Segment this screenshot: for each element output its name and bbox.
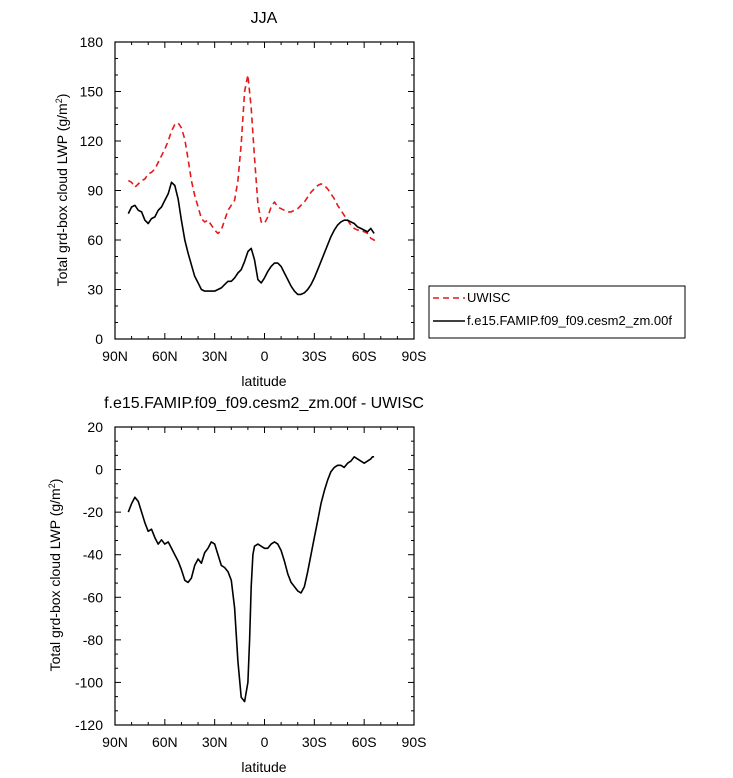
bottom-ytick-label: 0 xyxy=(95,462,103,478)
bottom-ylabel-main: Total grd-box cloud LWP xyxy=(47,520,63,671)
bottom-plot-axes: 90N 60N 30N 0 30S 60S 90S -120 -100 -80 -60 -40 -20 0… xyxy=(75,419,426,750)
legend: UWISC f.e15.FAMIP.f09_f09.cesm2_zm.00f xyxy=(428,285,686,339)
bottom-xtick-label: 30N xyxy=(202,734,228,750)
bottom-ytick-label: -60 xyxy=(83,589,103,605)
top-plot-curves xyxy=(127,74,377,296)
top-xtick-label: 60S xyxy=(352,348,377,364)
bottom-ytick-label: -40 xyxy=(83,547,103,563)
bottom-ylabel: Total grd-box cloud LWP (g/m2) xyxy=(47,479,63,672)
bottom-xtick-label: 60S xyxy=(352,734,377,750)
top-ylabel-units-close: ) xyxy=(54,94,70,99)
top-xtick-label: 30S xyxy=(302,348,327,364)
top-xtick-label: 30N xyxy=(202,348,228,364)
top-xlabel: latitude xyxy=(241,373,286,389)
legend-box xyxy=(428,285,686,339)
top-ytick-label: 150 xyxy=(80,84,104,100)
bottom-ylabel-units-sup: 2 xyxy=(47,483,57,488)
bottom-ylabel-units-close: ) xyxy=(47,479,63,484)
top-ytick-label: 180 xyxy=(80,34,104,50)
top-ylabel: Total grd-box cloud LWP (g/m2) xyxy=(54,94,70,287)
top-plot-frame xyxy=(114,41,415,340)
bottom-ylabel-units: (g/m xyxy=(47,488,63,516)
bottom-ytick-label: -120 xyxy=(75,717,103,733)
bottom-xtick-label: 90N xyxy=(102,734,128,750)
panel-bottom: f.e15.FAMIP.f09_f09.cesm2_zm.00f - UWISC… xyxy=(47,395,426,775)
top-plot-axes: 90N 60N 30N 0 30S 60S 90S 0 30 60 90 120 150 180 xyxy=(80,34,427,364)
top-ytick-label: 90 xyxy=(87,183,103,199)
legend-label-cesm2: f.e15.FAMIP.f09_f09.cesm2_zm.00f xyxy=(467,313,672,328)
bottom-xlabel: latitude xyxy=(241,759,286,775)
bottom-xtick-label: 60N xyxy=(152,734,178,750)
top-xtick-label: 0 xyxy=(261,348,269,364)
top-ylabel-units: (g/m xyxy=(54,103,70,131)
top-xtick-label: 60N xyxy=(152,348,178,364)
top-ytick-label: 60 xyxy=(87,232,103,248)
panel-top: JJA 90N 60N 30N 0 30S 60S 90S0306090120150180 … xyxy=(54,10,426,389)
bottom-series-line-0 xyxy=(127,455,375,703)
top-ytick-label: 0 xyxy=(95,331,103,347)
top-xtick-label: 90N xyxy=(102,348,128,364)
top-ytick-label: 30 xyxy=(87,282,103,298)
bottom-xtick-label: 0 xyxy=(261,734,269,750)
top-ytick-label: 120 xyxy=(80,133,104,149)
top-xtick-label: 90S xyxy=(402,348,427,364)
top-ylabel-main: Total grd-box cloud LWP xyxy=(54,135,70,286)
panel-title-bottom: f.e15.FAMIP.f09_f09.cesm2_zm.00f - UWISC xyxy=(104,395,424,412)
top-series-line-1 xyxy=(127,181,375,296)
bottom-plot-frame xyxy=(114,426,415,726)
panel-title-top: JJA xyxy=(251,10,278,27)
top-ylabel-units-sup: 2 xyxy=(54,98,64,103)
bottom-plot-curves xyxy=(127,455,375,703)
bottom-ytick-label: -100 xyxy=(75,674,103,690)
legend-label-uwisc: UWISC xyxy=(467,290,510,305)
bottom-ytick-label: 20 xyxy=(87,419,103,435)
top-series-line-0 xyxy=(127,74,377,243)
bottom-ytick-label: -80 xyxy=(83,632,103,648)
bottom-ytick-label: -20 xyxy=(83,504,103,520)
bottom-xtick-label: 90S xyxy=(402,734,427,750)
bottom-xtick-label: 30S xyxy=(302,734,327,750)
